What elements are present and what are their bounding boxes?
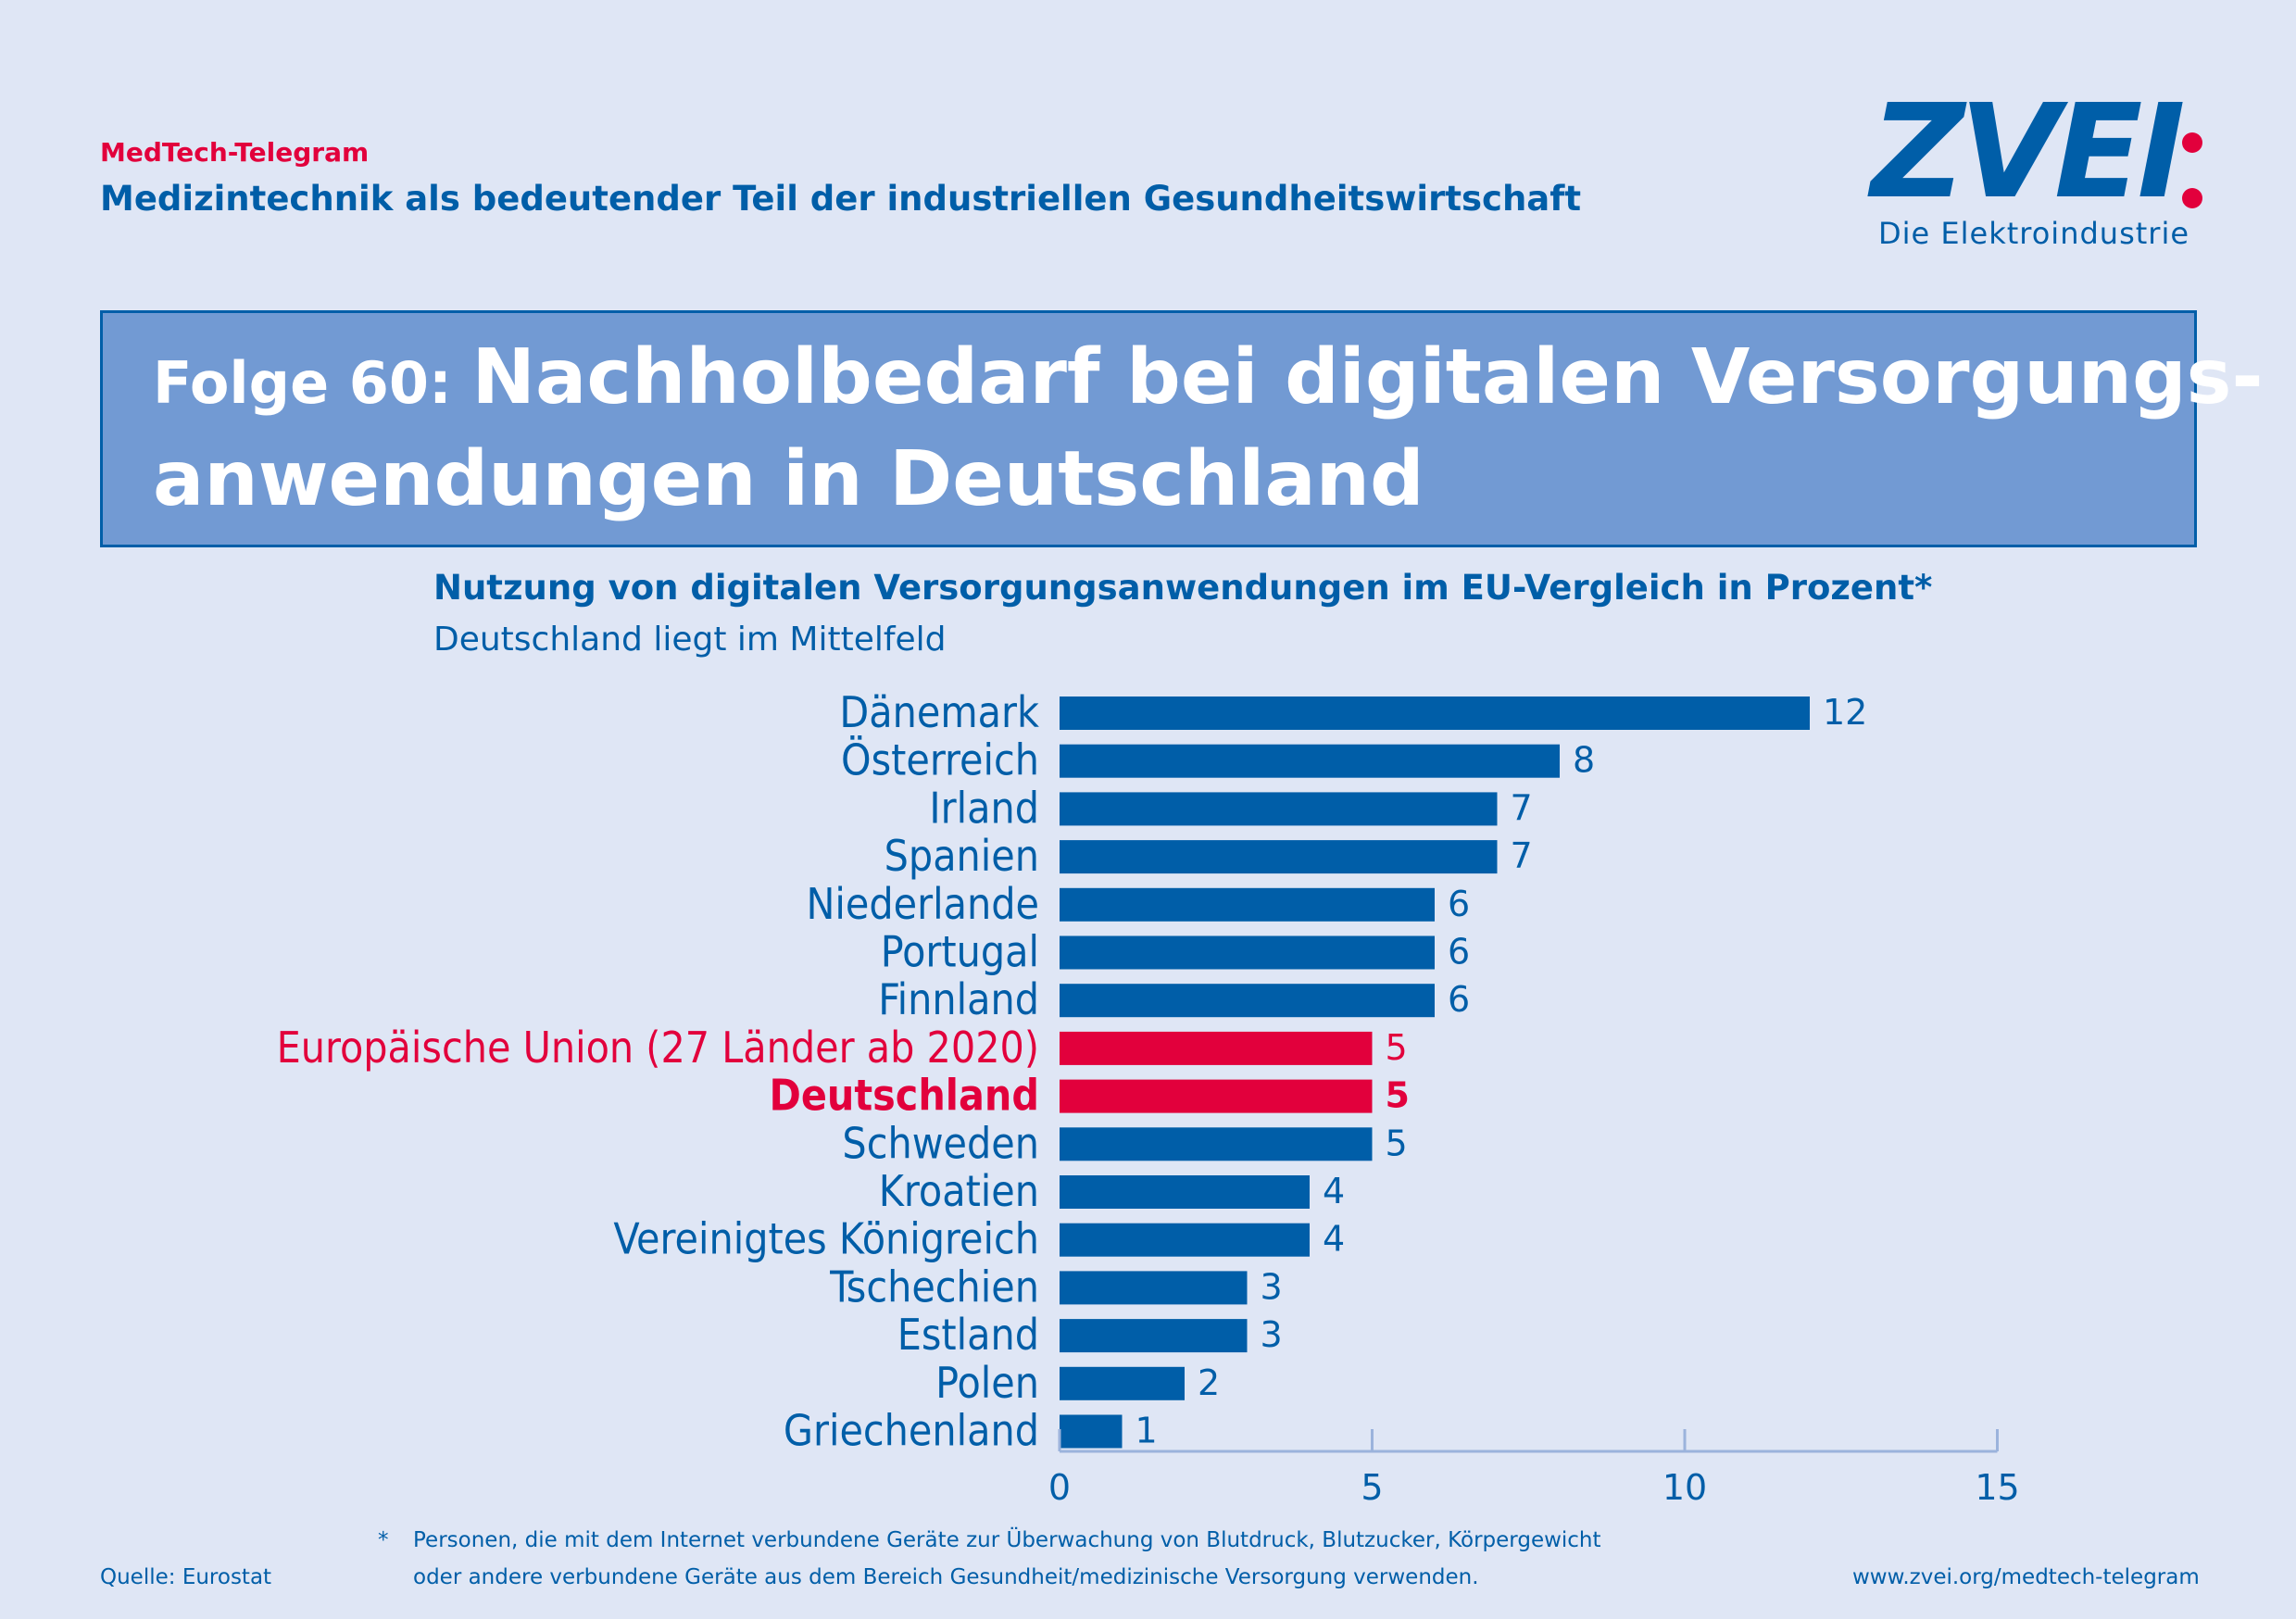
data-label: 5 [1386,1123,1408,1163]
bar [1060,1366,1185,1400]
headline: Folge 60: Nachholbedarf bei digitalen Ve… [153,330,2264,528]
data-label: 12 [1823,692,1867,733]
bar [1060,840,1498,874]
data-label: 7 [1511,835,1533,876]
footnote-line-1: Personen, die mit dem Internet verbunden… [413,1528,1601,1552]
category-label: Europäische Union (27 Länder ab 2020) [277,1023,1039,1073]
chart-title: Nutzung von digitalen Versorgungsanwendu… [433,568,1933,608]
category-label: Vereinigtes Königreich [613,1214,1039,1264]
category-label: Kroatien [879,1166,1039,1216]
headline-box: Folge 60: Nachholbedarf bei digitalen Ve… [100,310,2264,547]
data-label: 6 [1448,979,1470,1020]
data-label: 1 [1135,1411,1158,1451]
data-label: 8 [1573,740,1595,781]
headline-prefix: Folge 60: [153,349,472,417]
category-label: Niederlande [806,879,1039,929]
category-label: Deutschland [769,1071,1039,1121]
logo-dot-lower [2182,188,2202,208]
source: Quelle: Eurostat [100,1565,272,1589]
category-label: Polen [935,1358,1039,1408]
data-label: 7 [1511,787,1533,828]
category-label: Griechenland [784,1406,1039,1456]
x-tick-label: 5 [1361,1467,1383,1508]
series-title: Medizintechnik als bedeutender Teil der … [100,179,1582,219]
bar [1060,744,1560,778]
bar [1060,1127,1373,1161]
footnote-mark: * [378,1528,389,1552]
logo-wordmark: ZVEI [1871,77,2186,228]
data-label: 3 [1261,1266,1283,1307]
bar [1060,935,1435,970]
data-label: 6 [1448,884,1470,924]
category-label: Portugal [881,927,1039,977]
bar [1060,887,1435,922]
bar [1060,1175,1310,1209]
data-label: 5 [1386,1075,1410,1116]
kicker: MedTech-Telegram [100,137,370,168]
bar [1060,984,1435,1018]
data-label: 5 [1386,1027,1408,1068]
category-label: Schweden [842,1118,1039,1168]
logo-dot-upper [2182,132,2202,153]
category-label: Finnland [878,974,1039,1024]
data-label: 3 [1261,1314,1283,1355]
bar [1060,1079,1373,1113]
zvei-logo: ZVEI Die Elektroindustrie [1871,88,2204,255]
data-label: 6 [1448,932,1470,973]
bar [1060,1223,1310,1257]
category-label: Irland [929,783,1039,833]
logo-subtitle: Die Elektroindustrie [1878,216,2190,251]
data-label: 4 [1323,1171,1345,1211]
footnote-line-2: oder andere verbundene Geräte aus dem Be… [413,1565,1479,1589]
bar [1060,1319,1248,1353]
x-tick-label: 15 [1975,1467,2019,1508]
headline-line2: anwendungen in Deutschland [153,435,1424,523]
x-tick-label: 10 [1662,1467,1707,1508]
chart-subtitle: Deutschland liegt im Mittelfeld [433,621,947,659]
x-tick-label: 0 [1048,1467,1071,1508]
bar [1060,697,1810,730]
bar [1060,792,1498,826]
data-label: 4 [1323,1219,1345,1260]
bar [1060,1271,1248,1305]
category-label: Dänemark [839,687,1039,737]
bar [1060,1414,1123,1449]
category-label: Estland [897,1310,1039,1360]
headline-line1: Nachholbedarf bei digitalen Versorgungs- [471,333,2264,421]
category-label: Tschechien [829,1261,1039,1312]
data-label: 2 [1198,1362,1220,1403]
bar [1060,1031,1373,1065]
website-link[interactable]: www.zvei.org/medtech-telegram [1852,1565,2200,1589]
category-label: Spanien [885,831,1039,881]
category-label: Österreich [841,735,1039,785]
